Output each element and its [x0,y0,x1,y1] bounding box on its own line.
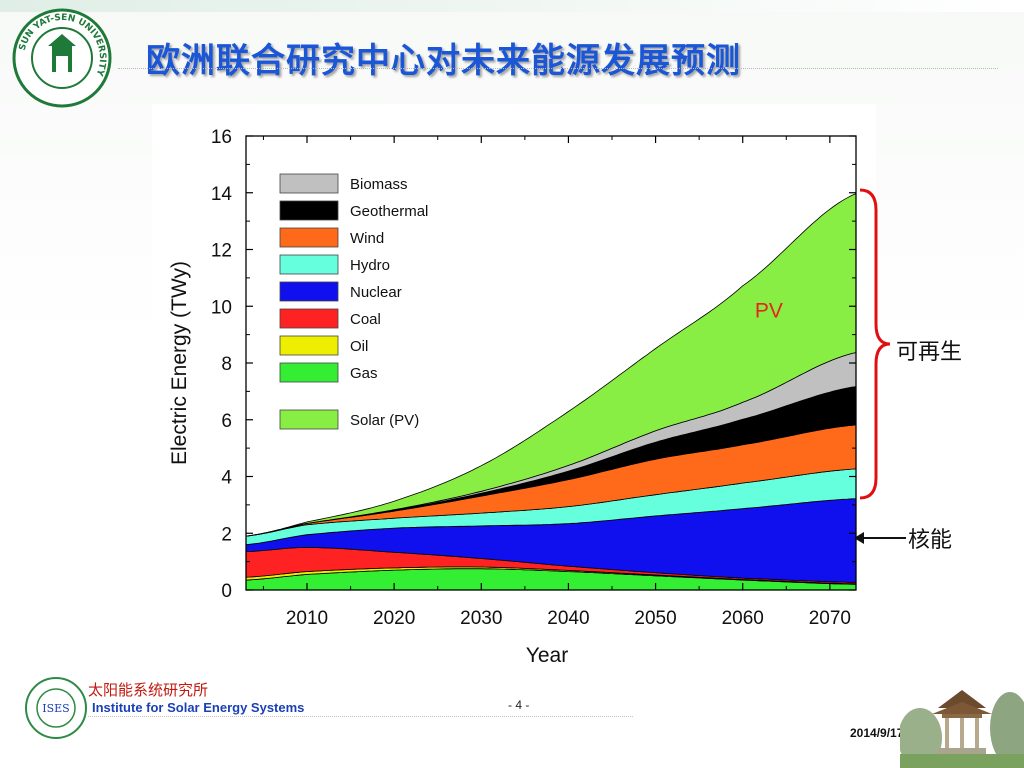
legend-label: Geothermal [350,203,428,220]
legend-swatch [279,200,339,221]
y-tick-label: 12 [211,241,232,262]
university-logo: SUN YAT-SEN UNIVERSITY [12,8,112,108]
renewable-label: 可再生 [896,340,963,365]
y-tick-label: 6 [221,411,232,432]
legend-swatch [279,409,339,430]
legend-label: Hydro [350,257,390,274]
legend-label: Gas [350,365,378,382]
x-tick-label: 2070 [809,608,851,629]
legend-label: Nuclear [350,284,402,301]
y-tick-label: 14 [211,184,233,205]
institute-name-cn: 太阳能系统研究所 [88,681,209,699]
legend-label: Biomass [350,176,408,193]
y-tick-label: 0 [221,581,232,602]
y-tick-label: 16 [211,127,232,148]
legend-label: Oil [350,338,368,355]
legend-swatch [279,227,339,248]
pv-annotation: PV [755,300,783,323]
x-axis-title: Year [526,644,568,667]
ises-logo: ISES [25,677,87,739]
x-tick-label: 2020 [373,608,415,629]
nuclear-arrow [854,532,906,544]
y-tick-label: 8 [221,354,232,375]
legend-label: Solar (PV) [350,412,419,429]
top-band [0,0,1024,12]
legend-swatch [279,281,339,302]
x-tick-label: 2030 [460,608,502,629]
ises-logo-text: ISES [42,702,69,715]
x-tick-label: 2050 [634,608,676,629]
y-axis-title: Electric Energy (TWy) [168,261,191,465]
institute-name-en: Institute for Solar Energy Systems [92,700,305,715]
chart-panel: 0 2 4 6 8 10 12 14 16 2010 2020 2030 2040 2050 2060 207… [152,104,876,670]
pavilion-image [900,668,1024,768]
x-tick-label: 2010 [286,608,328,629]
legend-swatch [279,173,339,194]
legend-swatch [279,335,339,356]
footer-divider [88,716,633,717]
y-tick-label: 4 [221,468,232,489]
stacked-area-chart: 0 2 4 6 8 10 12 14 16 2010 2020 2030 2040 2050 2060 207… [168,127,857,667]
legend-label: Coal [350,311,381,328]
legend-label: Wind [350,230,384,247]
y-tick-label: 2 [221,524,232,545]
renewable-brace [859,188,891,500]
legend-swatch [279,308,339,329]
y-tick-label: 10 [211,297,232,318]
x-tick-label: 2060 [722,608,764,629]
legend-swatch [279,254,339,275]
x-tick-label: 2040 [547,608,589,629]
slide-date: 2014/9/17 [850,726,904,740]
title-divider [118,68,998,69]
page-number: - 4 - [508,698,530,712]
nuclear-label: 核能 [908,528,953,553]
slide-title: 欧洲联合研究中心对未来能源发展预测 [146,41,741,81]
legend-swatch [279,362,339,383]
